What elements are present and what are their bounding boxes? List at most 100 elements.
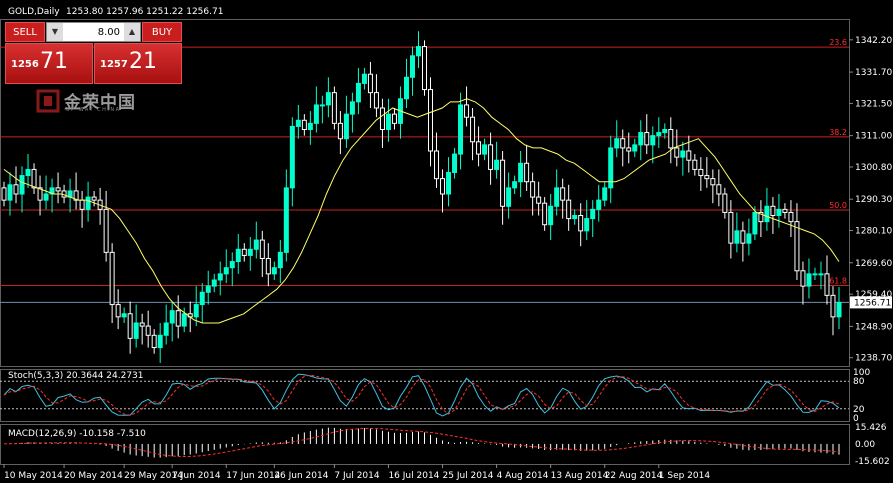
- candle-body: [590, 208, 596, 220]
- candle-body: [836, 301, 842, 318]
- candle-body: [31, 168, 37, 189]
- candle-body: [331, 92, 337, 124]
- candle-body: [385, 113, 391, 131]
- candle-body: [566, 199, 572, 220]
- macd-tick-label: -15.602: [855, 457, 890, 467]
- candle-body: [73, 190, 79, 201]
- candle-body: [229, 261, 235, 269]
- ma-line: [3, 98, 840, 324]
- candle-body: [79, 199, 85, 210]
- candle-body: [824, 273, 830, 296]
- candle-body: [800, 270, 806, 287]
- candle-body: [782, 208, 788, 213]
- y-tick-label: 1269.60: [855, 259, 892, 269]
- y-tick-label: 1238.70: [855, 354, 892, 364]
- candle-body: [271, 267, 277, 275]
- candle-body: [259, 239, 265, 259]
- candle-body: [217, 273, 223, 281]
- candle-body: [806, 273, 812, 287]
- candle-body: [632, 144, 638, 152]
- candle-body: [560, 187, 566, 201]
- stoch-values: 20.3644 24.2731: [66, 371, 143, 381]
- y-tick-label: 1311.00: [855, 132, 892, 142]
- y-tick-label: 1342.20: [855, 36, 892, 46]
- candle-body: [470, 116, 476, 143]
- candle-body: [698, 168, 704, 177]
- macd-panel: [3, 427, 840, 458]
- candle-body: [500, 159, 506, 207]
- candle-body: [391, 113, 397, 124]
- stoch-tick-label: 20: [853, 405, 865, 415]
- x-tick-label: 20 May 2014: [64, 471, 123, 481]
- candle-body: [578, 215, 584, 232]
- candle-body: [452, 153, 458, 173]
- x-tick-label: 7 Jul 2014: [334, 471, 379, 481]
- x-tick-label: 7 Jun 2014: [172, 471, 221, 481]
- lot-size-input[interactable]: [63, 23, 124, 41]
- candle-body: [163, 322, 169, 336]
- candle-body: [349, 101, 355, 115]
- logo-mark-icon: [36, 89, 60, 113]
- candle-body: [151, 334, 157, 349]
- stoch-name: Stoch(5,3,3): [8, 371, 63, 381]
- one-click-trading-panel: SELL ▼ ▲ BUY 1256 71 1257 21: [5, 22, 182, 84]
- candle-body: [542, 202, 548, 226]
- candle-body: [662, 129, 668, 134]
- current-price-tag: [850, 296, 892, 309]
- candle-body: [127, 313, 133, 339]
- buy-quote[interactable]: 1257 21: [94, 43, 182, 84]
- candle-body: [668, 129, 674, 149]
- candle-body: [614, 138, 620, 149]
- candle-body: [277, 251, 283, 269]
- candle-body: [818, 273, 824, 276]
- sell-quote[interactable]: 1256 71: [5, 43, 93, 84]
- moving-average: [3, 98, 840, 324]
- sell-button[interactable]: SELL: [5, 22, 45, 42]
- x-tick-label: 22 Aug 2014: [605, 471, 663, 481]
- candle-body: [373, 92, 379, 109]
- candle-body: [13, 184, 19, 195]
- buy-button[interactable]: BUY: [142, 22, 182, 42]
- candle-body: [446, 172, 452, 195]
- panel-frames: [0, 19, 850, 465]
- candle-body: [7, 184, 13, 201]
- x-tick-label: 17 Jun 2014: [226, 471, 280, 481]
- candle-body: [746, 233, 752, 244]
- x-tick-label: 25 Jul 2014: [443, 471, 494, 481]
- candle-body: [584, 218, 590, 232]
- macd-tick-label: 15.426: [855, 423, 887, 433]
- candle-body: [512, 181, 518, 189]
- candle-body: [157, 334, 163, 349]
- candle-body: [205, 285, 211, 293]
- candle-body: [1, 187, 7, 201]
- candle-body: [181, 313, 187, 327]
- lot-increase-icon[interactable]: ▲: [124, 23, 140, 41]
- candle-body: [313, 104, 319, 124]
- y-tick-label: 1248.90: [855, 322, 892, 332]
- candle-body: [115, 304, 121, 318]
- stochastic-panel: [0, 373, 849, 417]
- lot-decrease-icon[interactable]: ▼: [47, 23, 63, 41]
- panel-frame-2: [0, 424, 850, 465]
- buy-price-pips: 21: [129, 49, 157, 74]
- candle-body: [620, 138, 626, 149]
- candle-body: [494, 159, 500, 170]
- candle-body: [422, 46, 427, 91]
- x-tick-label: 1 Sep 2014: [659, 471, 711, 481]
- candle-body: [241, 248, 247, 256]
- y-tick-label: 1331.70: [855, 68, 892, 78]
- fib-label-38.2: 38.2: [829, 128, 847, 137]
- candle-body: [530, 181, 536, 198]
- candle-body: [464, 104, 470, 118]
- candle-body: [674, 147, 680, 158]
- candle-body: [25, 168, 31, 177]
- candle-body: [139, 322, 145, 327]
- candle-body: [554, 187, 560, 207]
- current-price-label: 1256.71: [854, 298, 891, 308]
- candle-body: [728, 211, 734, 244]
- lot-size-stepper[interactable]: ▼ ▲: [46, 22, 141, 42]
- y-tick-label: 1259.40: [855, 290, 892, 300]
- candle-body: [518, 162, 524, 183]
